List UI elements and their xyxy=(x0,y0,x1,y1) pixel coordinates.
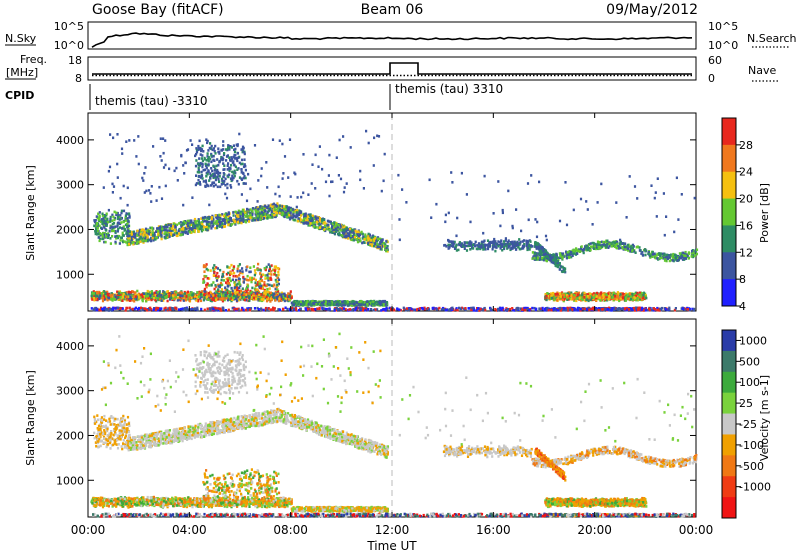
colorbar-swatch xyxy=(722,392,736,414)
ytick-label: 1000 xyxy=(56,268,84,281)
colorbar-swatch xyxy=(722,371,736,394)
colorbar-tick: 25 xyxy=(739,397,753,410)
colorbar-swatch xyxy=(722,434,736,456)
ytick-label: 4000 xyxy=(56,134,84,147)
power-colorbar: 28 24 20 16 12 8 4 xyxy=(721,117,753,313)
velocity-cbar-label: Velocity [m s-1] xyxy=(758,375,771,461)
colorbar-swatch xyxy=(722,225,736,253)
xtick-label: 04:00 xyxy=(172,523,207,537)
nave-label: Nave xyxy=(748,64,776,77)
nsky-panel: N.Sky 10^5 10^0 10^5 10^0 N.Search xyxy=(5,20,797,52)
colorbar-tick: -500 xyxy=(739,460,764,473)
power-ylabel: Slant Range [km] xyxy=(24,165,37,261)
freq-trace xyxy=(92,62,692,75)
ytick-label: 4000 xyxy=(56,340,84,353)
xtick-label: 20:00 xyxy=(577,523,612,537)
colorbar-tick: 8 xyxy=(739,273,746,286)
ytick-label: 2000 xyxy=(56,223,84,236)
colorbar-swatch xyxy=(722,279,736,307)
nsky-ytick-top: 10^5 xyxy=(54,20,84,33)
colorbar-tick: -25 xyxy=(739,418,757,431)
velocity-colorbar: 1000 500 100 25 -25 -100 -500 -1000 xyxy=(721,329,771,519)
nsearch-ytick-top: 10^5 xyxy=(708,20,738,33)
ytick-label: 3000 xyxy=(56,385,84,398)
freq-ytick-bottom: 8 xyxy=(75,72,82,85)
colorbar-swatch xyxy=(722,252,736,280)
colorbar-swatch xyxy=(722,330,736,352)
colorbar-tick: 4 xyxy=(739,300,746,313)
nave-ytick-top: 60 xyxy=(708,54,722,67)
ytick-label: 2000 xyxy=(56,429,84,442)
freq-panel: Freq. [MHz] 18 8 60 0 Nave xyxy=(5,53,780,85)
colorbar-swatch xyxy=(722,497,736,519)
velocity-yaxis: 1000 2000 3000 4000 xyxy=(56,340,696,487)
power-cbar-label: Power [dB] xyxy=(758,183,771,243)
power-yaxis: 1000 2000 3000 4000 xyxy=(56,134,696,281)
colorbar-swatch xyxy=(722,350,736,373)
ytick-label: 3000 xyxy=(56,179,84,192)
velocity-plot-area xyxy=(87,318,697,518)
xtick-label: 00:00 xyxy=(679,523,714,537)
colorbar-swatch xyxy=(722,144,736,173)
colorbar-swatch xyxy=(722,476,736,498)
colorbar-tick: 500 xyxy=(739,355,760,368)
xtick-label: 00:00 xyxy=(71,523,106,537)
xtick-label: 16:00 xyxy=(476,523,511,537)
colorbar-swatch xyxy=(722,118,736,146)
beam-title: Beam 06 xyxy=(361,2,424,18)
cpid-panel: CPID themis (tau) -3310 themis (tau) 331… xyxy=(5,82,503,110)
colorbar-tick: 24 xyxy=(739,166,753,179)
xtick-label: 08:00 xyxy=(273,523,308,537)
cpid-segment-1: themis (tau) -3310 xyxy=(95,94,208,108)
nsky-trace xyxy=(91,32,693,48)
date-title: 09/May/2012 xyxy=(606,2,698,18)
colorbar-tick: 12 xyxy=(739,246,753,259)
freq-label-2: [MHz] xyxy=(6,66,38,79)
velocity-ylabel: Slant Range [km] xyxy=(24,370,37,466)
colorbar-swatch xyxy=(722,171,736,199)
cpid-segment-2: themis (tau) 3310 xyxy=(395,82,503,96)
colorbar-swatch xyxy=(722,413,736,435)
colorbar-tick: 20 xyxy=(739,193,753,206)
power-scatter xyxy=(90,129,699,312)
xtick-label: 12:00 xyxy=(375,523,410,537)
time-xaxis: 00:00 04:00 08:00 12:00 16:00 20:00 00:00 xyxy=(71,113,714,537)
freq-ytick-top: 18 xyxy=(68,54,82,67)
power-plot-area xyxy=(87,112,697,312)
power-panel: 1000 2000 3000 4000 Slant Range [km] 28 24 20… xyxy=(24,112,771,313)
freq-label-1: Freq. xyxy=(20,53,47,66)
nsky-ytick-bottom: 10^0 xyxy=(54,39,84,52)
colorbar-tick: 16 xyxy=(739,219,753,232)
colorbar-swatch xyxy=(722,455,736,477)
cpid-label: CPID xyxy=(5,89,34,102)
nsearch-label: N.Search xyxy=(747,32,797,45)
nsearch-ytick-bottom: 10^0 xyxy=(708,39,738,52)
velocity-panel: 1000 2000 3000 4000 Slant Range [km] 1000 50… xyxy=(24,318,771,519)
colorbar-tick: 28 xyxy=(739,139,753,152)
colorbar-tick: 100 xyxy=(739,376,760,389)
colorbar-swatch xyxy=(722,198,736,226)
colorbar-tick: 1000 xyxy=(739,334,767,347)
nsky-label: N.Sky xyxy=(5,32,37,45)
xaxis-label: Time UT xyxy=(366,539,417,553)
colorbar-tick: -100 xyxy=(739,439,764,452)
station-title: Goose Bay (fitACF) xyxy=(92,2,224,18)
ytick-label: 1000 xyxy=(56,474,84,487)
velocity-scatter xyxy=(90,332,698,518)
colorbar-tick: -1000 xyxy=(739,481,771,494)
nave-ytick-bottom: 0 xyxy=(708,72,715,85)
